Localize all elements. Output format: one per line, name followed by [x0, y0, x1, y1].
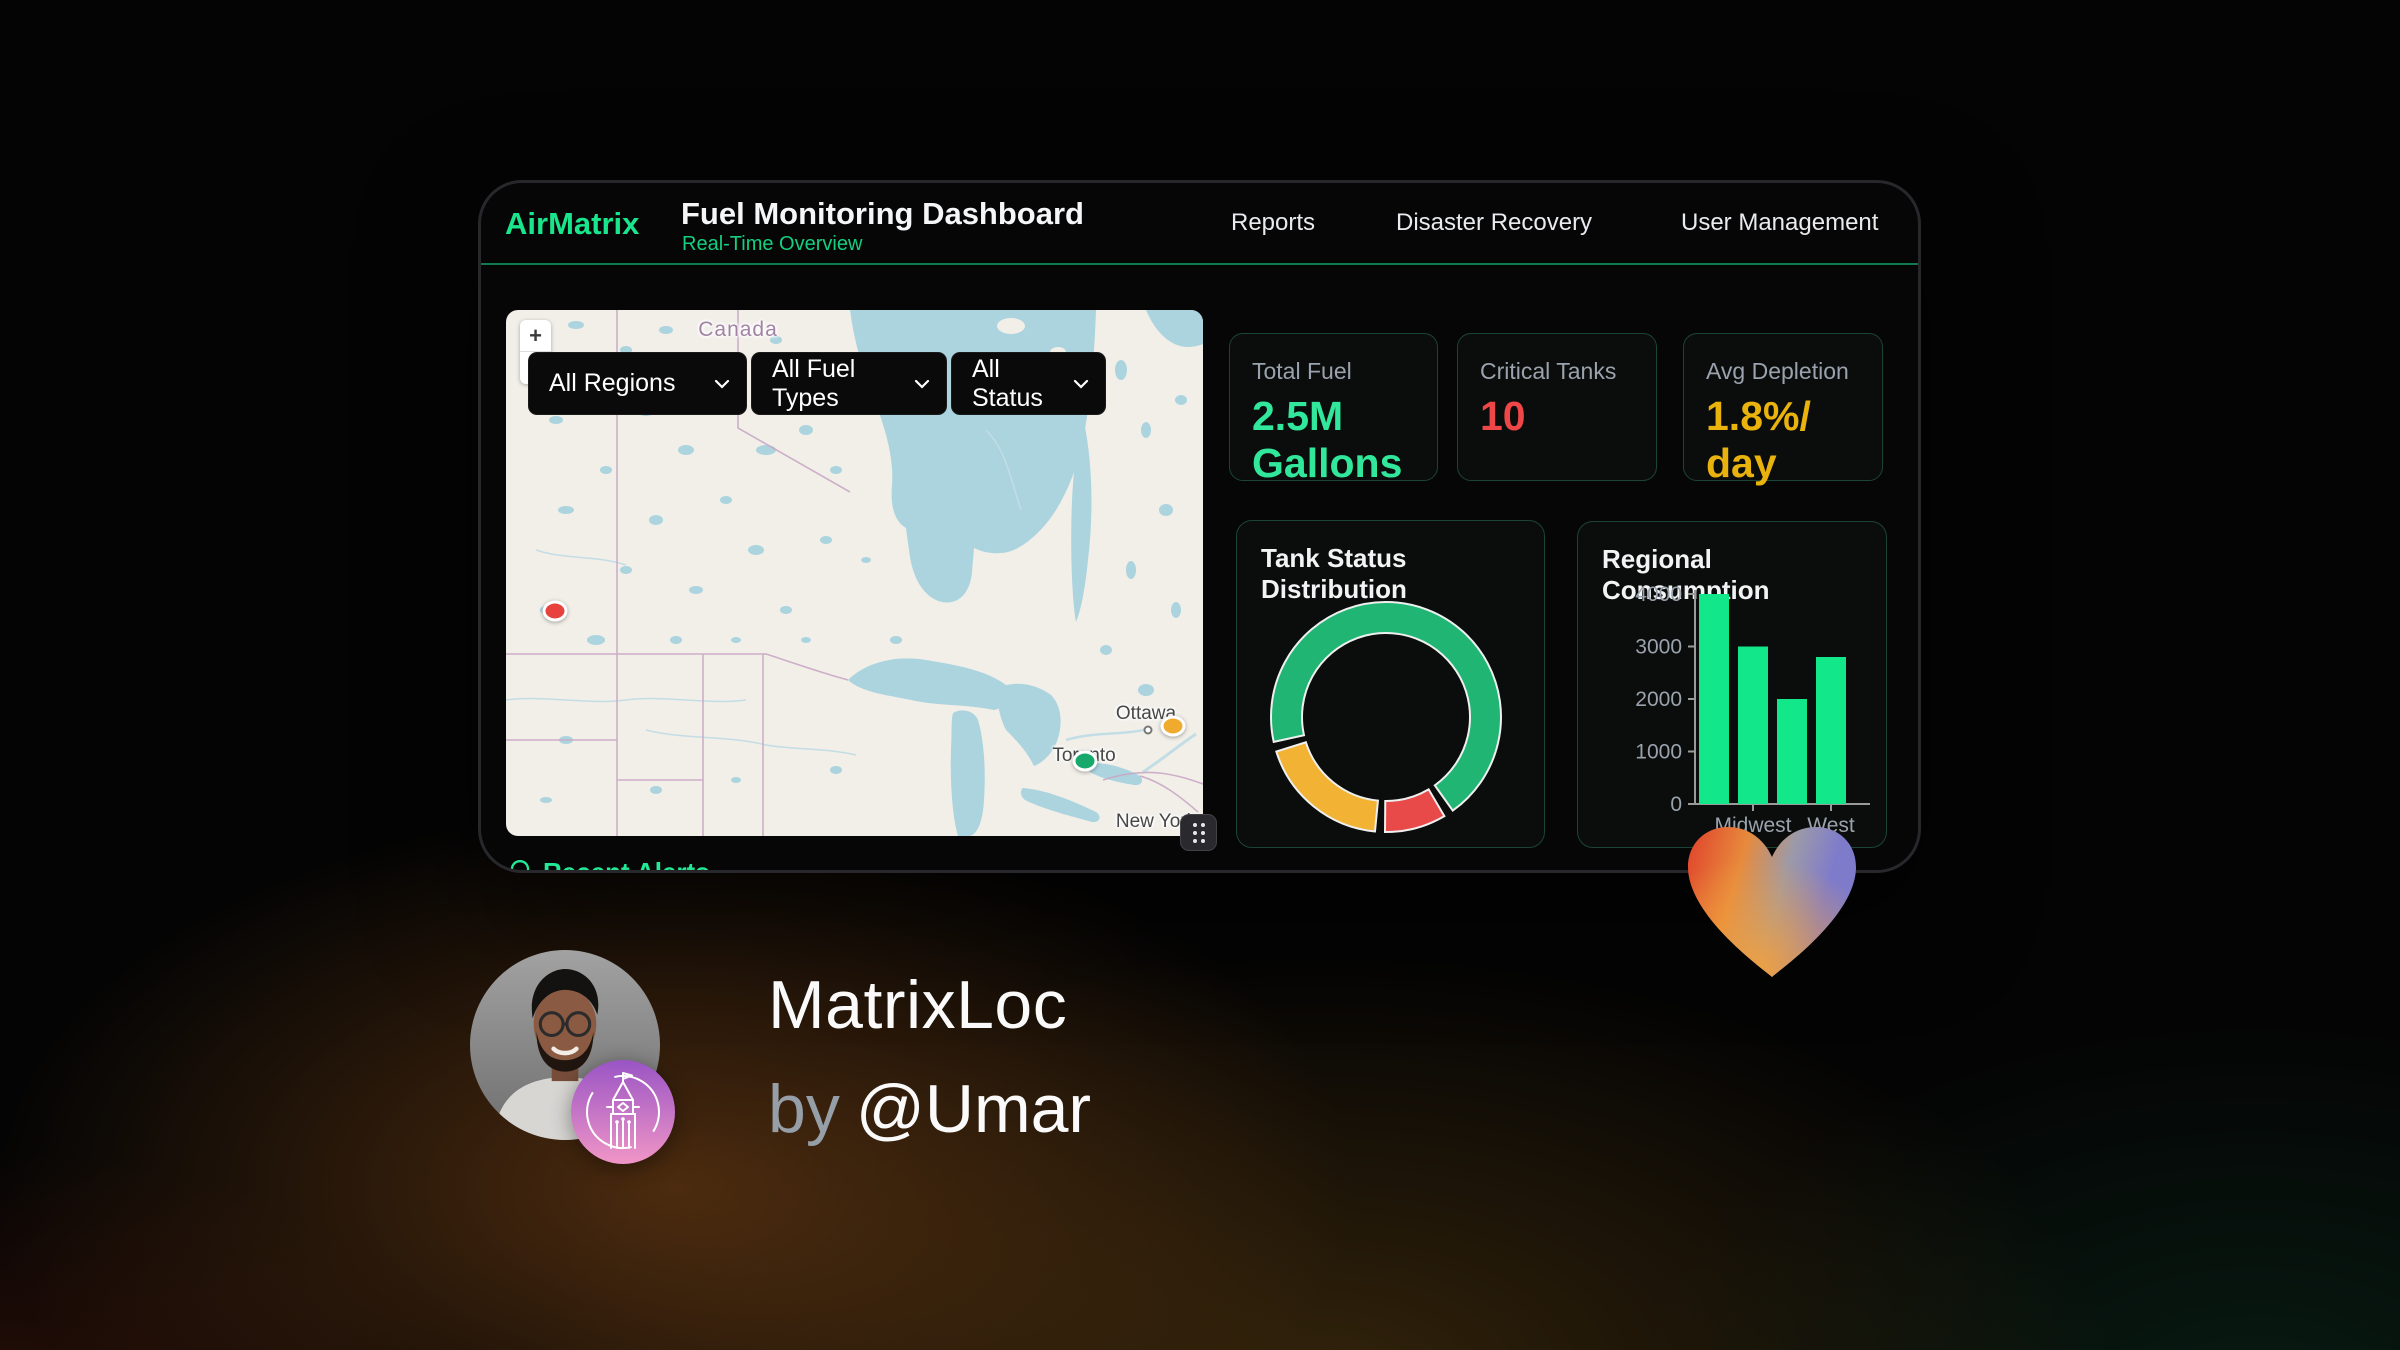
stat-label: Avg Depletion	[1706, 358, 1849, 384]
stat-card-total-fuel: Total Fuel 2.5M Gallons	[1229, 333, 1438, 486]
donut-segment-warning[interactable]	[1275, 741, 1380, 833]
chart-title: Tank Status Distribution	[1261, 543, 1407, 604]
stat-label: Total Fuel	[1252, 358, 1352, 384]
bar-region-1[interactable]	[1699, 594, 1729, 804]
chart-title: Regional Consumption	[1602, 544, 1770, 605]
donut-chart	[1270, 601, 1502, 833]
author-handle: @Umar	[855, 1071, 1092, 1147]
nav-item-reports[interactable]: Reports	[1231, 209, 1316, 236]
window-header: AirMatrix Fuel Monitoring Dashboard Real…	[481, 183, 1918, 265]
chevron-down-icon	[914, 379, 930, 389]
alerts-title: Recent Alerts	[543, 857, 710, 873]
stat-value: 1.8%/day	[1706, 393, 1811, 486]
map-label-canada: Canada	[698, 318, 778, 341]
bell-icon	[510, 859, 530, 870]
credit-block: MatrixLoc by @Umar	[768, 966, 1091, 1148]
y-tick-label: 2000	[1635, 688, 1682, 711]
fuel-filter-value: All Fuel Types	[772, 354, 856, 412]
byline: by @Umar	[768, 1070, 1091, 1148]
stat-value: 2.5M Gallons	[1252, 393, 1403, 486]
recent-alerts-section: Recent Alerts	[507, 857, 710, 873]
status-filter-value: All Status	[972, 354, 1043, 412]
bar-west[interactable]	[1816, 657, 1846, 804]
y-tick-label: 4000	[1635, 583, 1682, 606]
clock-tower-badge-icon	[571, 1060, 675, 1164]
map-filter-bar: All Regions All Fuel Types All Status	[528, 352, 1106, 415]
bar-region-3[interactable]	[1777, 699, 1807, 804]
map-label-ottawa: Ottawa	[1115, 703, 1177, 724]
fuel-type-filter-dropdown[interactable]: All Fuel Types	[751, 352, 947, 415]
chevron-down-icon	[1073, 379, 1089, 389]
tank-status-chart-card: Tank Status Distribution	[1236, 520, 1545, 848]
page-subtitle: Real-Time Overview	[682, 233, 863, 255]
bar-midwest[interactable]	[1738, 646, 1768, 805]
zoom-in-button[interactable]: +	[520, 320, 551, 352]
donut-segment-critical[interactable]	[1383, 788, 1446, 833]
nav-item-disaster-recovery[interactable]: Disaster Recovery	[1396, 209, 1593, 236]
stat-label: Critical Tanks	[1480, 358, 1617, 384]
page-title: Fuel Monitoring Dashboard	[681, 196, 1084, 231]
stat-value: 10	[1480, 393, 1526, 439]
regional-consumption-chart-card: Regional Consumption 0 1000 2000 3000 4000 Mi…	[1577, 521, 1887, 848]
y-tick-label: 3000	[1635, 636, 1682, 659]
region-filter-dropdown[interactable]: All Regions	[528, 352, 747, 415]
y-tick-label: 1000	[1635, 741, 1682, 764]
grip-handle-icon[interactable]	[1180, 814, 1217, 851]
dashboard-window: AirMatrix Fuel Monitoring Dashboard Real…	[478, 180, 1921, 873]
tank-marker-critical[interactable]	[542, 600, 568, 622]
heart-icon	[1688, 827, 1856, 977]
donut-segment-normal[interactable]	[1270, 601, 1502, 813]
town-dot-icon	[1143, 725, 1153, 735]
chevron-down-icon	[714, 379, 730, 389]
app-logo: AirMatrix	[505, 206, 640, 241]
tank-marker-normal[interactable]	[1072, 750, 1098, 772]
region-filter-value: All Regions	[549, 369, 676, 397]
stat-card-critical-tanks: Critical Tanks 10	[1457, 333, 1657, 481]
tank-map[interactable]: Canada OttawaTorontoNew York + − All Reg…	[506, 310, 1203, 836]
map-label-new-york: New York	[1115, 811, 1197, 832]
tank-marker-warning[interactable]	[1160, 715, 1186, 737]
status-filter-dropdown[interactable]: All Status	[951, 352, 1106, 415]
byline-prefix: by	[768, 1071, 840, 1147]
stat-card-avg-depletion: Avg Depletion 1.8%/day	[1683, 333, 1883, 486]
y-tick-label: 0	[1670, 793, 1682, 816]
app-name: MatrixLoc	[768, 967, 1068, 1043]
nav-item-user-management[interactable]: User Management	[1681, 209, 1879, 236]
